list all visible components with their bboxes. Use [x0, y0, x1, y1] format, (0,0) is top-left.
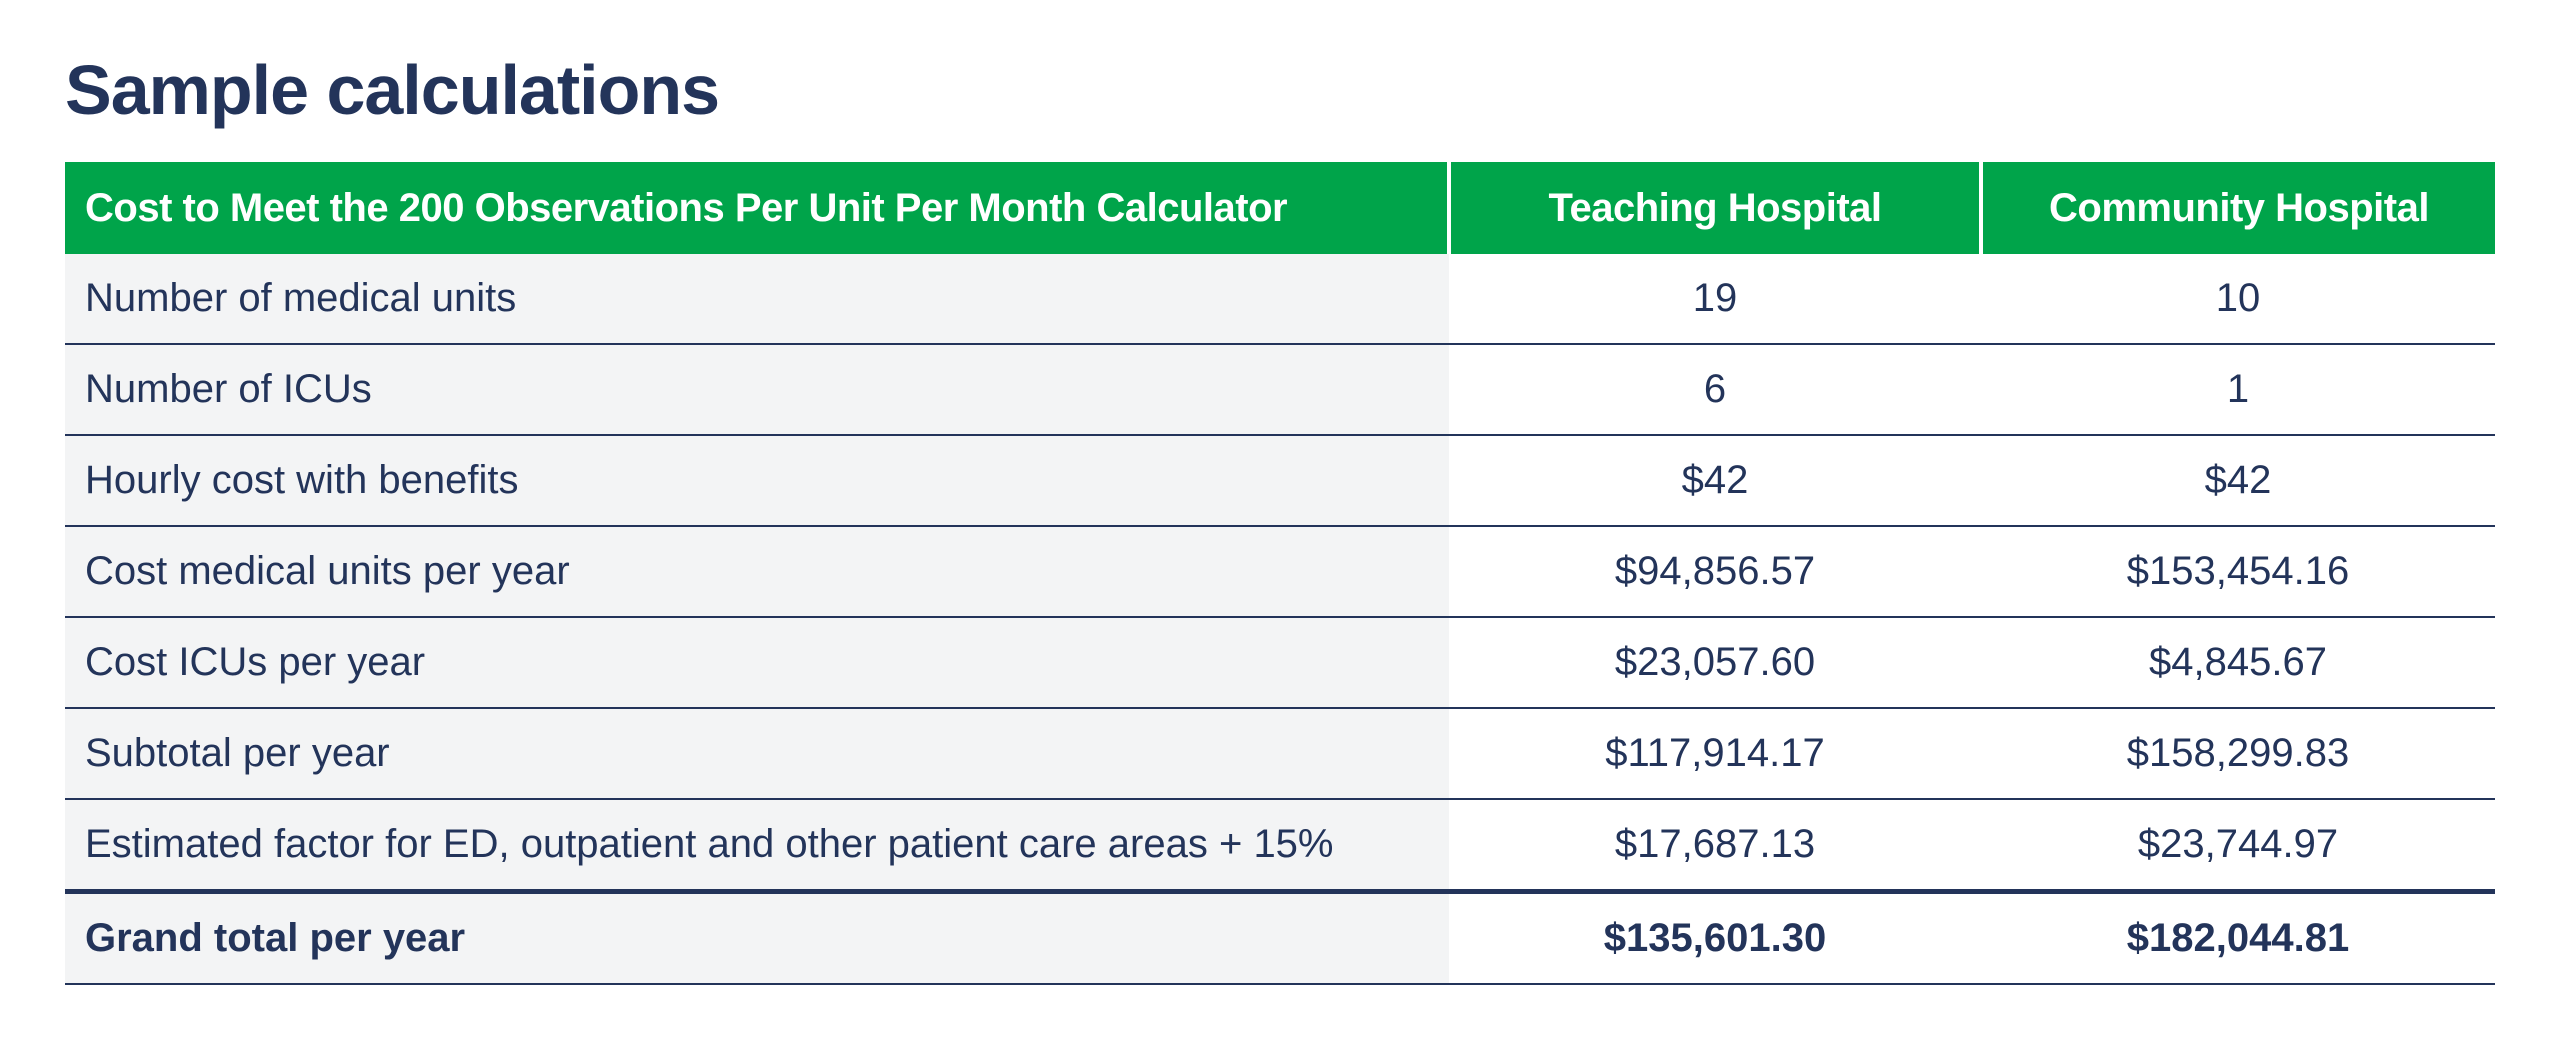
table-row: Number of medical units 19 10: [65, 254, 2495, 345]
row-label: Number of ICUs: [65, 344, 1449, 436]
teaching-value: $94,856.57: [1449, 526, 1981, 618]
table-row: Hourly cost with benefits $42 $42: [65, 435, 2495, 527]
grand-total-label: Grand total per year: [65, 891, 1449, 985]
community-value: $42: [1981, 435, 2495, 527]
grand-total-row: Grand total per year $135,601.30 $182,04…: [65, 891, 2495, 985]
teaching-value: $23,057.60: [1449, 617, 1981, 709]
header-teaching-hospital: Teaching Hospital: [1447, 162, 1981, 254]
row-label: Cost ICUs per year: [65, 617, 1449, 709]
community-value: $4,845.67: [1981, 617, 2495, 709]
row-label: Hourly cost with benefits: [65, 435, 1449, 527]
table-row: Estimated factor for ED, outpatient and …: [65, 799, 2495, 894]
community-value: $158,299.83: [1981, 708, 2495, 800]
community-value: 10: [1981, 254, 2495, 345]
grand-total-teaching: $135,601.30: [1449, 891, 1981, 985]
community-value: 1: [1981, 344, 2495, 436]
calculation-table: Cost to Meet the 200 Observations Per Un…: [65, 162, 2495, 985]
row-label: Estimated factor for ED, outpatient and …: [65, 799, 1449, 894]
teaching-value: 6: [1449, 344, 1981, 436]
table-row: Number of ICUs 6 1: [65, 344, 2495, 436]
row-label: Number of medical units: [65, 254, 1449, 345]
teaching-value: $17,687.13: [1449, 799, 1981, 894]
row-label: Subtotal per year: [65, 708, 1449, 800]
teaching-value: $42: [1449, 435, 1981, 527]
table-row: Subtotal per year $117,914.17 $158,299.8…: [65, 708, 2495, 800]
header-community-hospital: Community Hospital: [1979, 162, 2495, 254]
community-value: $153,454.16: [1981, 526, 2495, 618]
teaching-value: $117,914.17: [1449, 708, 1981, 800]
teaching-value: 19: [1449, 254, 1981, 345]
community-value: $23,744.97: [1981, 799, 2495, 894]
table-header-row: Cost to Meet the 200 Observations Per Un…: [65, 162, 2495, 254]
table-row: Cost ICUs per year $23,057.60 $4,845.67: [65, 617, 2495, 709]
grand-total-community: $182,044.81: [1981, 891, 2495, 985]
header-calculator: Cost to Meet the 200 Observations Per Un…: [65, 162, 1449, 254]
page-title: Sample calculations: [65, 51, 720, 129]
table-row: Cost medical units per year $94,856.57 $…: [65, 526, 2495, 618]
row-label: Cost medical units per year: [65, 526, 1449, 618]
